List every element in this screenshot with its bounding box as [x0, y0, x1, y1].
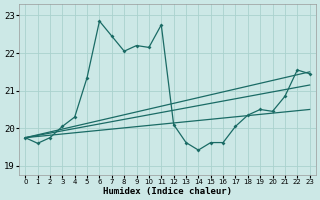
X-axis label: Humidex (Indice chaleur): Humidex (Indice chaleur): [103, 187, 232, 196]
